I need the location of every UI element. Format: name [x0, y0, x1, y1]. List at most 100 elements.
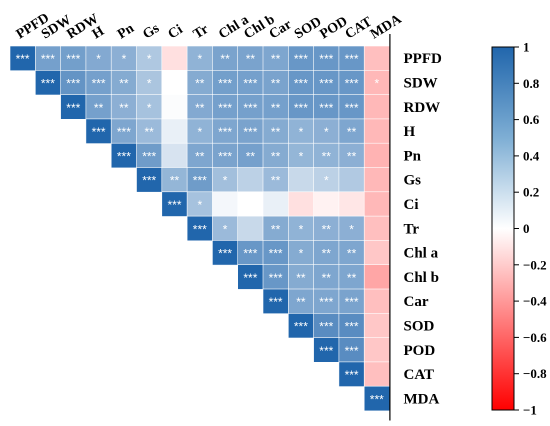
heatmap-cell [338, 142, 365, 169]
row-label: PPFD [404, 51, 442, 67]
significance-label: * [122, 52, 127, 66]
heatmap-cell [136, 142, 163, 169]
row-label: SOD [404, 318, 435, 334]
significance-label: *** [218, 77, 232, 91]
significance-label: *** [319, 319, 333, 333]
significance-label: ** [246, 149, 256, 163]
heatmap-cell [262, 240, 290, 266]
significance-label: *** [66, 101, 80, 115]
heatmap-cell [212, 167, 239, 193]
column-label: MDA [368, 11, 405, 42]
significance-label: *** [345, 101, 359, 115]
significance-label: *** [294, 319, 308, 333]
heatmap-cell [313, 288, 340, 315]
significance-label: ** [271, 101, 281, 115]
significance-label: * [147, 101, 152, 115]
heatmap-cell [363, 215, 391, 242]
significance-label: ** [322, 149, 332, 163]
significance-label: *** [167, 198, 181, 212]
significance-label: *** [319, 52, 333, 66]
column-label: Ci [166, 22, 186, 42]
significance-label: *** [269, 247, 283, 261]
significance-label: *** [92, 77, 106, 91]
heatmap-cell [287, 264, 315, 290]
significance-label: *** [16, 52, 30, 66]
significance-label: *** [117, 149, 131, 163]
significance-label: ** [145, 125, 155, 139]
heatmap-cell [363, 118, 391, 144]
heatmap-cell [186, 118, 214, 144]
heatmap-cell [363, 385, 391, 412]
column-label: Gs [140, 21, 162, 43]
significance-label: * [197, 198, 202, 212]
heatmap-cell [338, 337, 365, 363]
significance-label: *** [218, 125, 232, 139]
colorbar-tick-label: 0.4 [523, 148, 540, 163]
colorbar-tick-label: −0.2 [523, 257, 547, 272]
significance-label: *** [294, 77, 308, 91]
heatmap-cell [34, 45, 62, 72]
significance-label: * [299, 222, 304, 236]
heatmap-cell [85, 118, 112, 144]
heatmap-cell [313, 191, 340, 217]
heatmap-cell [313, 240, 340, 266]
heatmap-cell [338, 264, 365, 290]
significance-label: ** [296, 295, 306, 309]
significance-label: ** [347, 149, 357, 163]
heatmap-cell [313, 94, 340, 120]
significance-label: * [349, 222, 354, 236]
heatmap-cell [186, 70, 214, 96]
heatmap-cell [161, 191, 188, 217]
heatmap-cell [287, 45, 315, 72]
significance-label: *** [243, 247, 257, 261]
heatmap-cell [212, 70, 239, 96]
colorbar-tick-label: 0.8 [523, 76, 540, 91]
significance-label: *** [243, 101, 257, 115]
significance-label: * [299, 125, 304, 139]
significance-label: ** [271, 77, 281, 91]
heatmap-cell [186, 45, 214, 72]
heatmap-cell [287, 312, 315, 339]
heatmap-cell [237, 215, 264, 242]
significance-label: ** [271, 125, 281, 139]
heatmap-cell [110, 142, 138, 169]
row-label: Gs [404, 173, 422, 189]
row-label: MDA [404, 391, 440, 407]
significance-label: * [374, 77, 379, 91]
column-label: Tr [191, 22, 211, 42]
significance-label: * [223, 174, 228, 188]
significance-label: ** [271, 149, 281, 163]
row-label: CAT [404, 367, 435, 383]
colorbar-tick-label: −0.6 [523, 330, 547, 345]
heatmap-cell [338, 167, 365, 193]
significance-label: * [197, 52, 202, 66]
colorbar-tick-label: 0 [523, 221, 530, 236]
significance-label: *** [294, 101, 308, 115]
heatmap-cell [237, 45, 264, 72]
heatmap-cell [186, 167, 214, 193]
row-label: Ci [404, 197, 419, 213]
significance-label: ** [347, 271, 357, 285]
heatmap-cell [363, 240, 391, 266]
significance-label: * [299, 149, 304, 163]
colorbar-tick-label: 1 [523, 40, 530, 55]
significance-label: *** [243, 77, 257, 91]
significance-label: ** [322, 247, 332, 261]
heatmap-cell [363, 45, 391, 72]
significance-label: *** [142, 174, 156, 188]
significance-label: *** [294, 52, 308, 66]
heatmap-cell [338, 215, 365, 242]
heatmap-cell [237, 118, 264, 144]
significance-label: ** [322, 271, 332, 285]
significance-label: ** [119, 77, 129, 91]
significance-label: ** [347, 247, 357, 261]
heatmap-cell [161, 118, 188, 144]
significance-label: ** [195, 77, 205, 91]
heatmap-cell [287, 191, 315, 217]
significance-label: * [197, 125, 202, 139]
heatmap-cell [262, 118, 290, 144]
significance-label: *** [218, 101, 232, 115]
heatmap-cell [363, 191, 391, 217]
heatmap-cell [363, 264, 391, 290]
